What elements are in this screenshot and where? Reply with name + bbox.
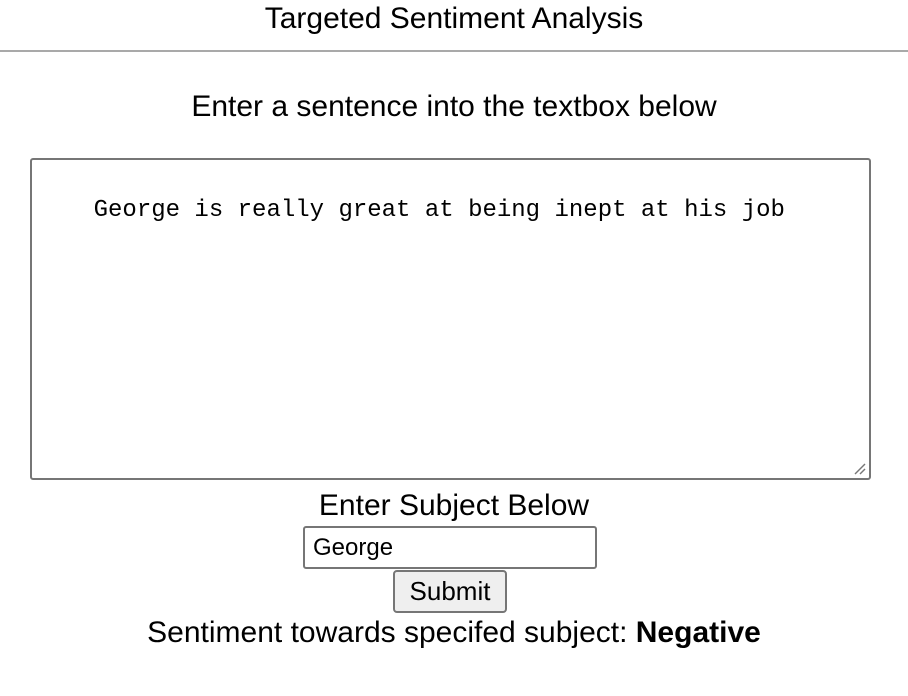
sentence-prompt: Enter a sentence into the textbox below <box>191 90 717 123</box>
sentence-text: George is really great at being inept at… <box>93 197 785 224</box>
header: Targeted Sentiment Analysis <box>0 0 908 52</box>
result-prefix: Sentiment towards specifed subject: <box>147 616 628 649</box>
page-title: Targeted Sentiment Analysis <box>264 2 644 35</box>
submit-button[interactable]: Submit <box>393 570 507 613</box>
result-value: Negative <box>635 616 761 649</box>
sentence-textarea[interactable]: George is really great at being inept at… <box>30 158 871 480</box>
subject-label: Enter Subject Below <box>318 489 590 522</box>
resize-grip-icon[interactable] <box>852 461 866 475</box>
sentiment-result: Sentiment towards specifed subject: Nega… <box>0 615 908 651</box>
subject-input[interactable]: George <box>303 526 597 569</box>
subject-input-value: George <box>313 534 394 561</box>
